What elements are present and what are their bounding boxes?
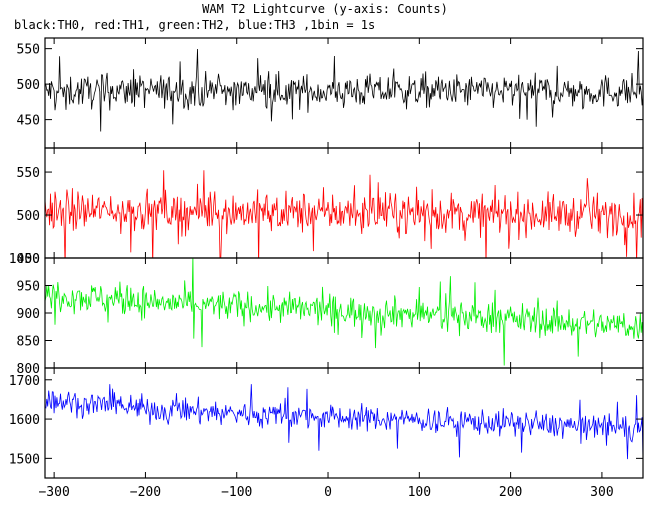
y-tick-label: 900 — [17, 307, 40, 322]
y-tick-label: 950 — [17, 280, 40, 295]
series-trace-3 — [45, 384, 643, 460]
chart-title: WAM T2 Lightcurve (y-axis: Counts) — [202, 2, 448, 16]
panels-layer: 450 500 550 450 500 550 800 850 900 950 1000 1500 16… — [9, 37, 644, 479]
x-tick-label: −200 — [130, 485, 161, 500]
panel-2: 800 850 900 950 1000 — [9, 252, 644, 377]
y-tick-label: 1600 — [9, 413, 40, 428]
x-tick-label: −300 — [38, 485, 69, 500]
y-tick-label: 450 — [17, 252, 40, 267]
y-tick-label: 1000 — [9, 252, 40, 267]
y-tick-label: 500 — [17, 78, 40, 93]
x-tick-label: −100 — [221, 485, 252, 500]
series-trace-1 — [45, 170, 643, 258]
y-tick-label: 550 — [17, 43, 40, 58]
y-tick-label: 500 — [17, 209, 40, 224]
y-tick-label: 450 — [17, 114, 40, 129]
panel-frame-3 — [44, 367, 644, 479]
x-tick-label: 0 — [324, 485, 332, 500]
x-axis: −300 −200 −100 0 100 200 300 — [38, 485, 613, 500]
y-tick-label: 800 — [17, 362, 40, 377]
y-tick-label: 1500 — [9, 452, 40, 467]
chart-subtitle: black:TH0, red:TH1, green:TH2, blue:TH3 … — [14, 18, 375, 32]
series-trace-0 — [45, 48, 643, 132]
panel-3: 1500 1600 1700 — [9, 367, 644, 479]
panel-0: 450 500 550 — [17, 37, 644, 149]
x-tick-label: 300 — [590, 485, 613, 500]
y-tick-label: 1700 — [9, 374, 40, 389]
panel-frame-1 — [44, 147, 644, 259]
panel-1: 450 500 550 — [17, 147, 644, 267]
y-tick-label: 850 — [17, 335, 40, 350]
series-trace-2 — [45, 258, 643, 366]
x-tick-label: 200 — [499, 485, 522, 500]
y-tick-label: 550 — [17, 166, 40, 181]
x-tick-label: 100 — [408, 485, 431, 500]
